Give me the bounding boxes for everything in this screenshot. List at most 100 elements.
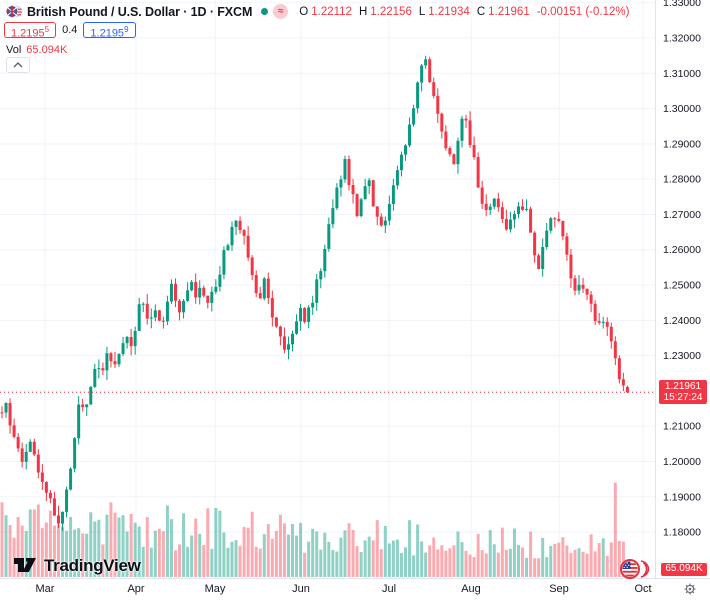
- time-axis-settings-button[interactable]: [683, 582, 697, 596]
- volume-bar: [500, 527, 504, 577]
- bid-price-button[interactable]: 1.21955: [4, 22, 57, 40]
- volume-bar: [169, 519, 173, 577]
- volume-bar: [145, 517, 149, 577]
- candle-body: [307, 307, 311, 322]
- volume-bar: [270, 538, 274, 577]
- candle-body: [165, 301, 169, 322]
- volume-bar: [186, 546, 190, 577]
- price-axis-label: 1.19000: [663, 491, 701, 503]
- candle-body: [242, 230, 246, 236]
- candle-body: [282, 336, 286, 350]
- price-axis-label: 1.21000: [663, 421, 701, 433]
- time-axis[interactable]: [0, 579, 655, 600]
- volume-bar: [129, 514, 133, 577]
- volume-bar: [355, 546, 359, 577]
- volume-bar: [202, 544, 206, 577]
- candle-body: [274, 317, 278, 327]
- candle-body: [456, 140, 460, 165]
- volume-bar: [238, 545, 242, 577]
- volume-bar: [391, 540, 395, 577]
- candle-body: [428, 59, 432, 83]
- candle-body: [625, 386, 629, 393]
- candle-body: [383, 220, 387, 226]
- price-axis-label: 1.32000: [663, 33, 701, 45]
- volume-bar: [20, 525, 24, 577]
- candle-body: [355, 194, 359, 217]
- volume-bar: [468, 554, 472, 577]
- symbol-title[interactable]: British Pound / U.S. Dollar · 1D · FXCM: [27, 4, 253, 19]
- volume-bar: [81, 533, 85, 577]
- candle-body: [141, 303, 145, 305]
- candle-body: [581, 284, 585, 289]
- candle-body: [226, 245, 230, 251]
- time-axis-label: Jul: [382, 583, 396, 595]
- ohlc-readout: O 1.22112 H 1.22156 L 1.21934 C 1.21961 -0.0…: [299, 6, 633, 18]
- candle-body: [117, 353, 121, 365]
- candle-body: [250, 257, 254, 276]
- candle-body: [129, 336, 133, 347]
- tradingview-watermark[interactable]: TradingView: [13, 555, 141, 576]
- candle-body: [278, 326, 282, 337]
- candle-body: [508, 219, 512, 230]
- volume-bar: [299, 522, 303, 577]
- volume-bar: [278, 514, 282, 577]
- candle-body: [379, 216, 383, 226]
- volume-bar: [521, 547, 525, 577]
- volume-bar: [525, 557, 529, 577]
- collapse-indicator-button[interactable]: [6, 57, 30, 73]
- candle-body: [137, 304, 141, 331]
- volume-bar: [214, 508, 218, 577]
- bar-countdown: 15:27:24: [663, 392, 703, 404]
- volume-bar: [444, 550, 448, 577]
- price-axis-label: 1.30000: [663, 103, 701, 115]
- volume-bar: [4, 515, 8, 577]
- candle-body: [492, 198, 496, 207]
- volume-bar: [484, 553, 488, 577]
- candle-body: [125, 336, 129, 344]
- candle-body: [480, 187, 484, 204]
- candle-body: [569, 254, 573, 279]
- volume-bar: [476, 533, 480, 577]
- volume-bar: [412, 555, 416, 577]
- volume-bar: [226, 547, 230, 577]
- price-axis-label: 1.26000: [663, 244, 701, 256]
- volume-bar: [258, 548, 262, 577]
- volume-bar: [125, 531, 129, 577]
- volume-bar: [452, 545, 456, 577]
- open-label: O: [299, 5, 309, 18]
- volume-bar: [577, 548, 581, 577]
- candle-body: [327, 224, 331, 249]
- volume-bar: [113, 512, 117, 577]
- volume-value: 65.094K: [26, 43, 68, 56]
- volume-bar: [16, 517, 20, 577]
- candle-body: [48, 492, 52, 499]
- candle-body: [303, 308, 307, 322]
- price-axis[interactable]: [656, 0, 710, 578]
- candle-body: [343, 159, 347, 180]
- volume-bar: [448, 548, 452, 577]
- volume-bar: [97, 519, 101, 577]
- volume-bar: [601, 538, 605, 577]
- bid-ask-chip-icon[interactable]: ≈: [273, 4, 289, 19]
- candle-body: [105, 353, 109, 371]
- volume-bar: [165, 505, 169, 577]
- price-axis-label: 1.29000: [663, 138, 701, 150]
- candle-body: [565, 236, 569, 255]
- candle-body: [331, 208, 335, 225]
- candle-body: [375, 206, 379, 217]
- current-price-tag: 1.21961 15:27:24: [659, 380, 707, 405]
- candle-body: [525, 208, 529, 210]
- volume-bar: [464, 550, 468, 577]
- candle-body: [36, 454, 40, 473]
- candle-body: [585, 288, 589, 295]
- candle-body: [573, 278, 577, 291]
- candle-body: [533, 232, 537, 256]
- volume-bar: [387, 543, 391, 577]
- volume-bar: [351, 530, 355, 577]
- candle-body: [387, 204, 391, 221]
- ask-price-button[interactable]: 1.21959: [83, 22, 136, 40]
- volume-bar: [52, 525, 56, 577]
- volume-bar: [250, 511, 254, 577]
- volume-bar: [343, 530, 347, 577]
